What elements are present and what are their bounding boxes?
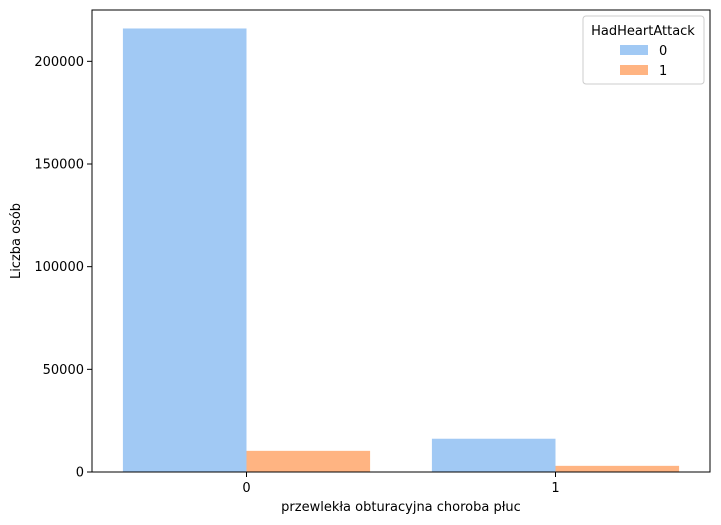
bar-1-hadheartattack-1 — [555, 465, 680, 472]
y-tick-label: 100000 — [34, 260, 84, 275]
x-tick-label: 0 — [242, 481, 250, 496]
legend-label-1: 1 — [659, 64, 667, 79]
y-axis-label: Liczba osób — [9, 203, 24, 279]
bars-group — [122, 28, 680, 472]
y-tick-label: 0 — [76, 466, 84, 481]
y-tick-label: 200000 — [34, 55, 84, 70]
legend-swatch-0 — [620, 45, 648, 55]
y-tick-label: 150000 — [34, 158, 84, 173]
plot-frame — [91, 9, 711, 473]
bar-0-hadheartattack-0 — [122, 28, 247, 472]
legend-label-0: 0 — [659, 44, 667, 59]
legend: HadHeartAttack 0 1 — [582, 15, 705, 85]
legend-title: HadHeartAttack — [591, 24, 695, 39]
legend-swatch-1 — [620, 65, 648, 75]
x-axis-label: przewlekła obturacyjna choroba płuc — [281, 500, 521, 515]
bar-0-hadheartattack-1 — [246, 450, 371, 472]
x-tick-label: 1 — [551, 481, 559, 496]
bar-1-hadheartattack-0 — [431, 438, 556, 472]
y-tick-label: 50000 — [43, 363, 84, 378]
y-axis: 0 50000 100000 150000 200000 — [34, 55, 92, 481]
